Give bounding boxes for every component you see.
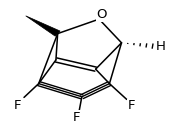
Text: F: F <box>73 111 80 124</box>
Text: F: F <box>13 99 21 112</box>
Text: O: O <box>96 8 107 21</box>
Text: F: F <box>128 99 136 113</box>
Text: H: H <box>155 40 165 53</box>
Polygon shape <box>26 16 60 36</box>
